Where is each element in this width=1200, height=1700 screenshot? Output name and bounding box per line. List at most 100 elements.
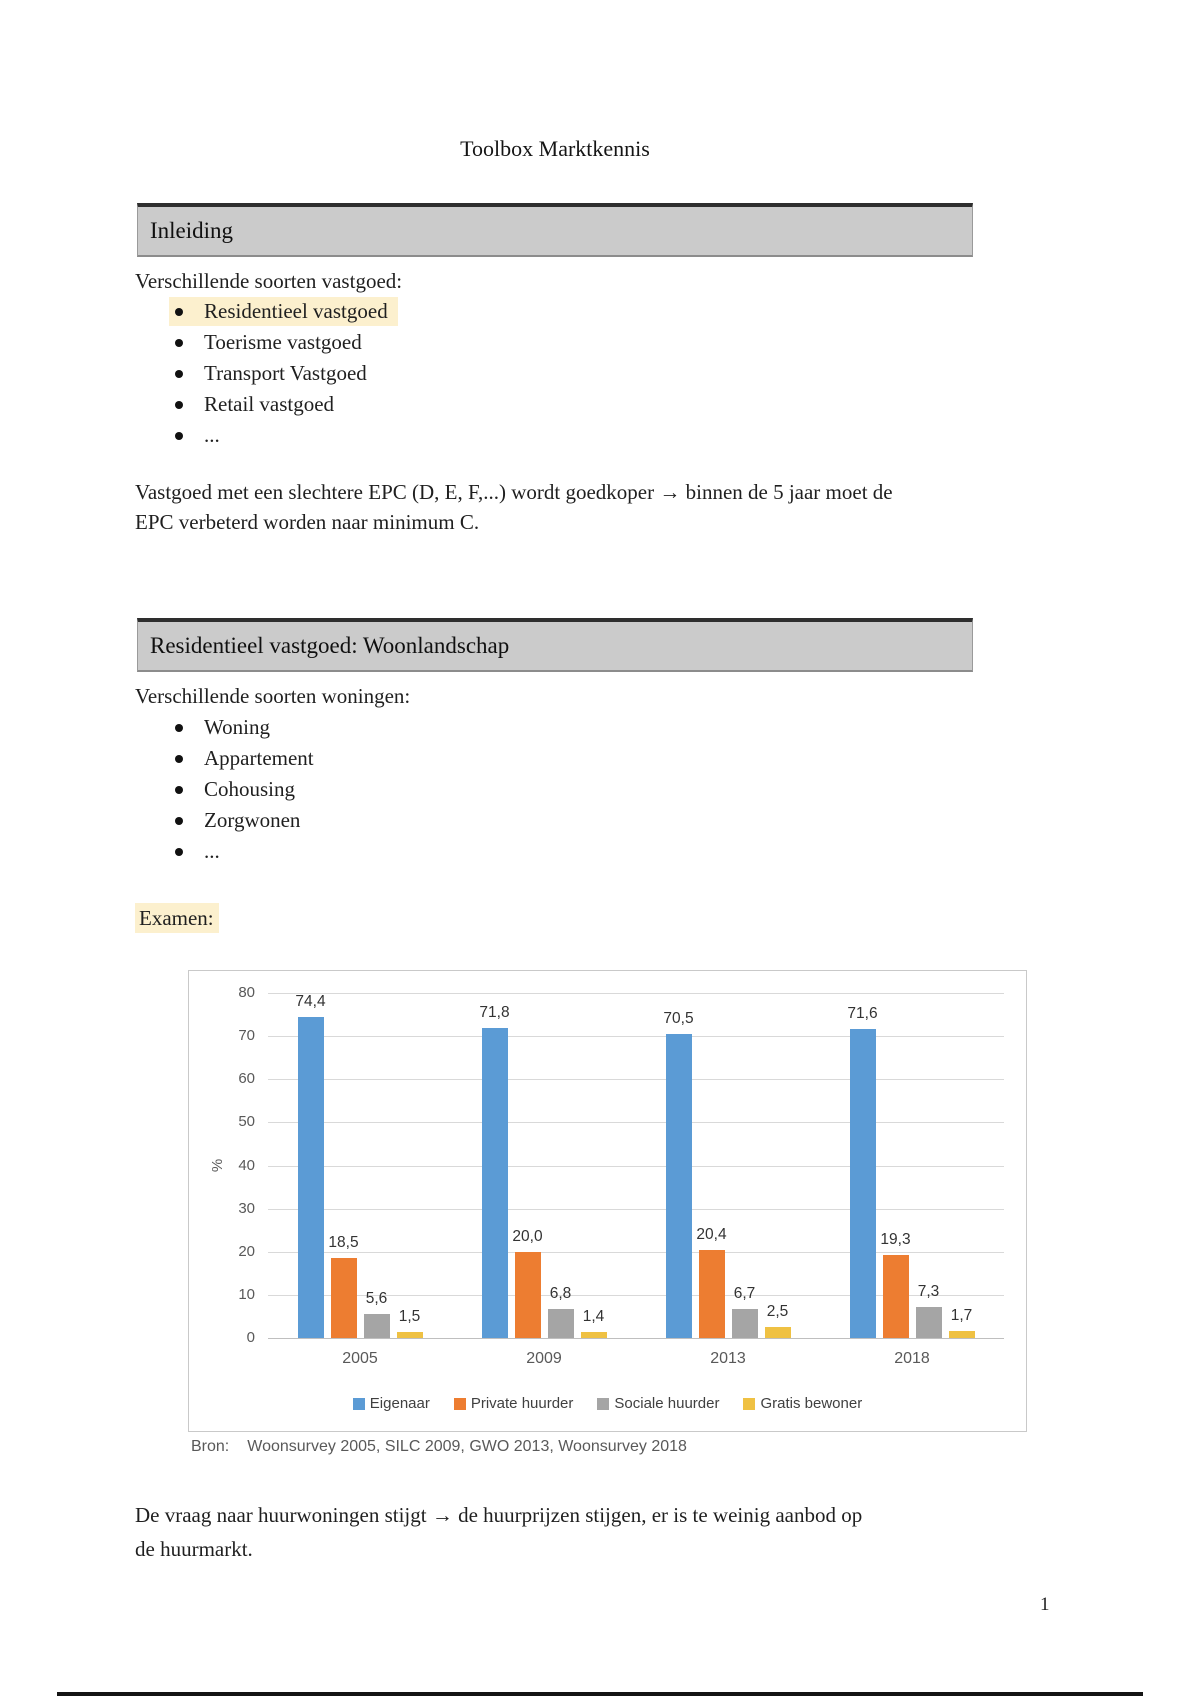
bar-value-label: 2,5 [766,1303,789,1321]
list-item: Cohousing [169,774,324,805]
y-axis-tick-label: 0 [246,1329,255,1346]
bar-gratis-bewoner-2009 [580,1331,607,1338]
bar-eigenaar-2013 [665,1033,692,1338]
x-axis-tick-label: 2009 [526,1350,562,1367]
woningen-intro-line: Verschillende soorten woningen: [135,684,411,708]
bar-value-label: 71,8 [479,1004,510,1022]
gridline [268,1036,1004,1038]
bar-value-label: 5,6 [365,1289,388,1307]
gridline [268,1165,1004,1167]
x-axis-tick-label: 2005 [342,1350,378,1367]
legend-item: Private huurder [453,1395,574,1412]
bullet-icon [175,847,183,856]
bullet-icon [175,400,183,409]
examen-label: Examen: [135,903,219,933]
page-number: 1 [1040,1594,1050,1615]
bar-value-label: 70,5 [663,1009,694,1027]
section-heading-inleiding: Inleiding [137,203,973,257]
y-axis-tick-label: 60 [238,1070,255,1088]
bar-value-label: 6,8 [549,1284,572,1302]
bullet-icon [175,369,183,378]
section-heading-text: Residentieel vastgoed: Woonlandschap [150,633,510,658]
y-axis-tick-label: 80 [238,984,255,1001]
bar-value-label: 74,4 [295,993,326,1011]
bar-private-huurder-2009 [514,1251,541,1338]
section-heading-woonlandschap: Residentieel vastgoed: Woonlandschap [137,618,973,672]
bar-private-huurder-2013 [698,1250,725,1338]
woningen-list: Woning Appartement Cohousing Zorgwonen [169,712,324,867]
bar-value-label: 1,4 [582,1307,605,1325]
list-item: Appartement [169,743,324,774]
chart-source-text: Woonsurvey 2005, SILC 2009, GWO 2013, Wo… [247,1438,687,1455]
y-axis-tick-label: 50 [238,1113,255,1131]
bar-value-label: 71,6 [847,1005,878,1023]
bar-private-huurder-2018 [882,1254,909,1338]
bullet-icon [175,754,183,763]
page-title: Toolbox Marktkennis [460,136,650,161]
highlighted-list-entry: Residentieel vastgoed [169,297,398,326]
x-axis-line [268,1338,1004,1339]
bar-gratis-bewoner-2018 [948,1330,975,1338]
gridline [268,1251,1004,1253]
chart-source-caption: Bron: Woonsurvey 2005, SILC 2009, GWO 201… [191,1438,687,1456]
bar-gratis-bewoner-2005 [396,1331,423,1338]
section-heading-text: Inleiding [150,218,234,243]
legend-label: Private huurder [470,1395,574,1412]
bar-eigenaar-2009 [481,1028,508,1338]
legend-swatch-icon [743,1397,756,1410]
list-item: Residentieel vastgoed [169,296,398,327]
vastgoed-list: Residentieel vastgoed Toerisme vastgoed … [169,296,398,451]
epc-paragraph: Vastgoed met een slechtere EPC (D, E, F,… [135,480,893,534]
legend-swatch-icon [597,1397,610,1410]
bar-sociale-huurder-2013 [731,1309,758,1338]
bar-value-label: 1,7 [950,1306,973,1324]
bar-value-label: 20,0 [512,1227,543,1245]
bar-eigenaar-2005 [297,1017,324,1338]
bullet-icon [175,431,183,440]
chart-source-label: Bron: [191,1438,230,1455]
list-item: Transport Vastgoed [169,358,398,389]
legend-label: Sociale huurder [614,1395,720,1412]
vastgoed-intro-line: Verschillende soorten vastgoed: [135,269,403,293]
bar-private-huurder-2005 [330,1258,357,1338]
gridline [268,1294,1004,1296]
x-axis-tick-label: 2013 [710,1350,746,1367]
list-item: Retail vastgoed [169,389,398,420]
legend-item: Sociale huurder [597,1395,719,1412]
legend-swatch-icon [453,1397,466,1410]
gridline [268,993,1004,994]
bar-value-label: 20,4 [696,1226,727,1244]
x-axis-tick-label: 2018 [894,1350,930,1367]
bar-sociale-huurder-2009 [547,1308,574,1338]
bar-sociale-huurder-2005 [363,1313,390,1338]
bullet-icon [175,723,183,732]
bar-chart: 0 10 20 30 40 50 60 70 80% 74,4 18,5 5,6 1,5 2005 71,8… [188,970,1027,1432]
legend-item: Eigenaar [352,1395,430,1412]
list-item: Woning [169,712,324,743]
legend-item: Gratis bewoner [743,1395,862,1412]
gridline [268,1122,1004,1124]
list-item: Toerisme vastgoed [169,327,398,358]
bullet-icon [175,816,183,825]
bullet-icon [175,785,183,794]
chart-legend: Eigenaar Private huurder Sociale huurder Gr… [189,1395,1026,1412]
page-bottom-divider [57,1692,1143,1696]
bar-eigenaar-2018 [849,1029,876,1338]
gridline [268,1208,1004,1210]
bar-value-label: 6,7 [733,1285,756,1303]
y-axis-title: % [209,1158,227,1172]
list-item: Zorgwonen [169,805,324,836]
legend-label: Gratis bewoner [760,1395,863,1412]
list-item: ... [169,420,398,451]
legend-label: Eigenaar [369,1395,430,1412]
bar-value-label: 18,5 [328,1234,359,1252]
bar-value-label: 19,3 [880,1230,911,1248]
bullet-icon [175,307,183,316]
bar-value-label: 7,3 [917,1282,940,1300]
y-axis-tick-label: 20 [238,1242,255,1260]
y-axis-tick-label: 40 [238,1156,255,1174]
bar-sociale-huurder-2018 [915,1306,942,1338]
list-item: ... [169,836,324,867]
y-axis-tick-label: 70 [238,1027,255,1045]
